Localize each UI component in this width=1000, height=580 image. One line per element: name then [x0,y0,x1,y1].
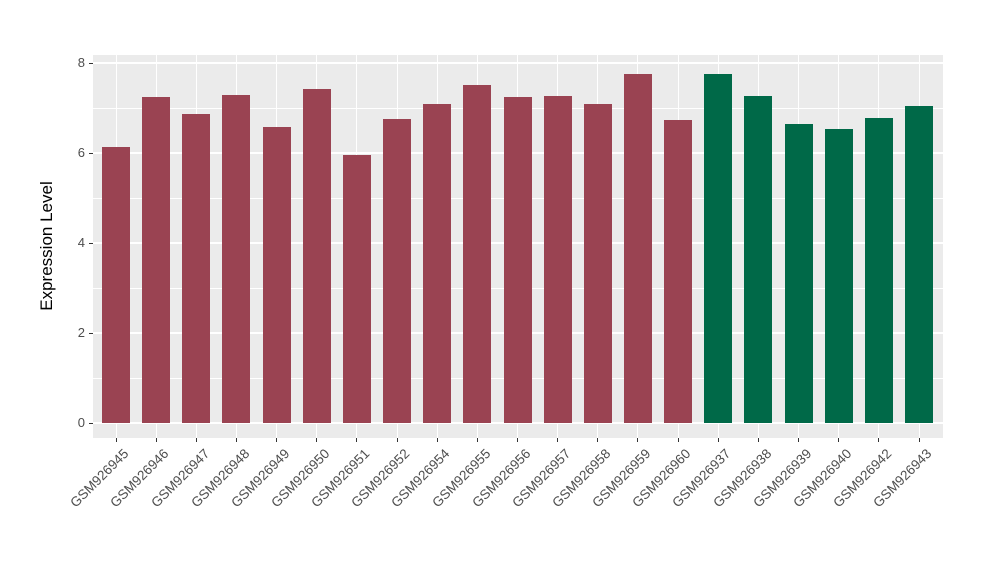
x-tick-mark-GSM926960 [677,438,679,442]
y-tick-label-8: 8 [77,55,85,70]
y-tick-mark-6 [89,152,93,154]
bar-GSM926956 [503,97,532,423]
y-tick-mark-4 [89,242,93,244]
x-tick-mark-GSM926948 [235,438,237,442]
y-tick-label-6: 6 [77,145,85,160]
y-tick-mark-8 [89,62,93,64]
x-tick-mark-GSM926947 [195,438,197,442]
bar-GSM926960 [664,120,693,423]
y-tick-label-0: 0 [77,415,85,430]
y-tick-mark-2 [89,332,93,334]
bar-GSM926947 [182,113,211,423]
bar-GSM926945 [102,147,130,423]
bar-GSM926943 [905,106,933,423]
x-tick-mark-GSM926959 [637,438,639,442]
bar-GSM926937 [704,73,733,423]
x-tick-mark-GSM926942 [878,438,880,442]
bar-GSM926946 [142,97,171,423]
bar-GSM926959 [623,73,652,423]
bar-GSM926955 [463,85,492,423]
x-tick-mark-GSM926957 [557,438,559,442]
bar-GSM926948 [222,95,251,423]
x-tick-mark-GSM926952 [396,438,398,442]
x-tick-mark-GSM926940 [838,438,840,442]
plot-panel [93,55,943,438]
bar-GSM926950 [302,89,331,423]
x-tick-mark-GSM926946 [155,438,157,442]
x-tick-mark-GSM926958 [597,438,599,442]
x-tick-mark-GSM926938 [757,438,759,442]
x-tick-mark-GSM926951 [356,438,358,442]
bar-GSM926954 [423,103,452,423]
bar-GSM926952 [383,118,412,423]
x-tick-mark-GSM926937 [717,438,719,442]
x-tick-mark-GSM926945 [115,438,117,442]
bar-GSM926949 [262,126,291,423]
x-tick-mark-GSM926950 [316,438,318,442]
bar-GSM926951 [342,154,371,423]
x-tick-mark-GSM926943 [918,438,920,442]
bar-GSM926942 [864,117,893,423]
major-gridline-y0 [93,422,943,424]
major-gridline-y8 [93,62,943,64]
y-tick-label-4: 4 [77,235,85,250]
y-tick-label-2: 2 [77,325,85,340]
x-tick-mark-GSM926939 [798,438,800,442]
x-tick-mark-GSM926955 [476,438,478,442]
y-tick-mark-0 [89,422,93,424]
bar-GSM926940 [824,129,853,423]
x-tick-mark-GSM926949 [276,438,278,442]
x-tick-mark-GSM926954 [436,438,438,442]
x-tick-mark-GSM926956 [517,438,518,442]
bar-GSM926939 [784,124,813,423]
bar-GSM926958 [583,103,612,423]
bar-GSM926957 [543,95,572,423]
bar-GSM926938 [744,95,773,423]
